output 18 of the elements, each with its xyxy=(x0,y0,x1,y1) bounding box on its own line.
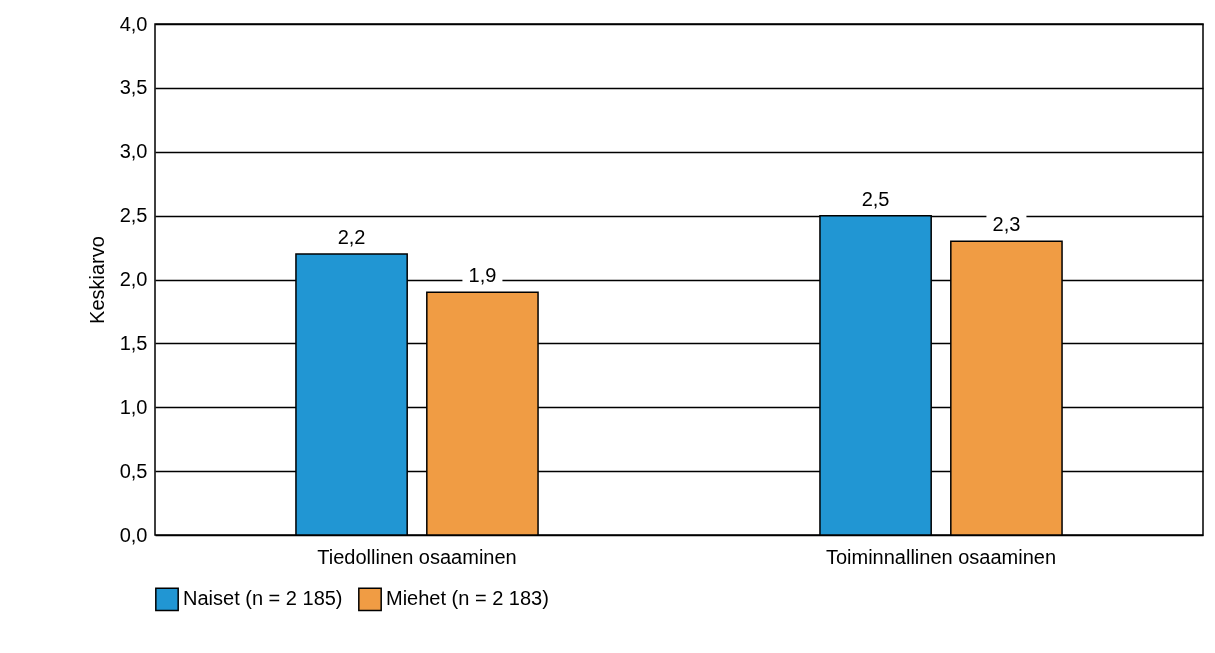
data-label: 2,2 xyxy=(337,225,366,248)
data-label: 2,3 xyxy=(992,213,1021,236)
y-tick-label: 3,5 xyxy=(119,76,148,99)
data-label: 2,5 xyxy=(861,187,890,210)
y-tick-label: 0,0 xyxy=(119,523,148,546)
x-tick-label: Toiminnallinen osaaminen xyxy=(825,545,1057,568)
y-tick-label: 4,0 xyxy=(119,12,148,35)
y-tick-label: 1,5 xyxy=(119,331,148,354)
y-tick-label: 2,0 xyxy=(119,268,148,290)
data-label: 1,9 xyxy=(468,264,497,287)
y-tick-label: 2,5 xyxy=(119,204,148,227)
legend-label: Naiset (n = 2 185) xyxy=(183,587,343,610)
y-tick-label: 1,0 xyxy=(119,395,148,418)
y-axis-title: Keskiarvo xyxy=(85,236,108,324)
legend-label: Miehet (n = 2 183) xyxy=(386,587,549,610)
y-tick-label: 0,5 xyxy=(119,459,148,482)
x-tick-label: Tiedollinen osaaminen xyxy=(317,545,517,568)
y-tick-label: 3,0 xyxy=(119,140,148,163)
